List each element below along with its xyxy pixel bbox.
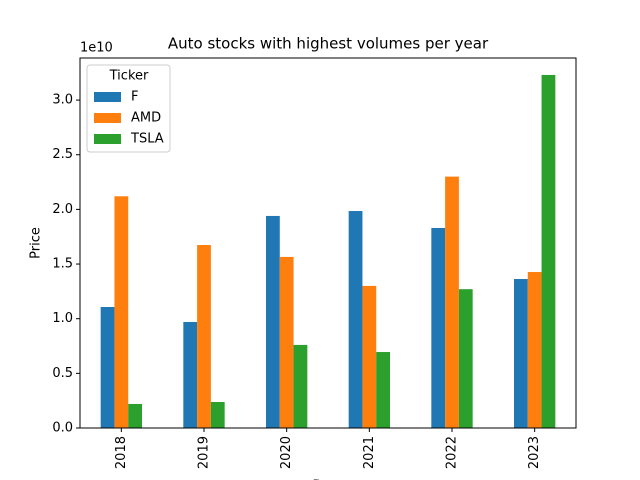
y-tick-label: 2.5 — [52, 147, 73, 162]
y-tick-label: 2.0 — [52, 202, 73, 217]
bar — [100, 306, 115, 428]
bar — [197, 245, 211, 428]
legend-label: TSLA — [130, 132, 164, 147]
legend-label: AMD — [131, 111, 161, 126]
bar — [458, 289, 473, 428]
x-tick-label: 2023 — [527, 436, 542, 469]
x-tick-label: 2021 — [362, 436, 377, 469]
bar — [293, 344, 308, 428]
legend-swatch — [94, 113, 121, 123]
y-tick-label: 0.5 — [52, 366, 73, 381]
y-offset-label: 1e10 — [80, 41, 113, 56]
legend-title: Ticker — [109, 69, 149, 84]
bar — [445, 176, 459, 428]
bar — [541, 74, 556, 429]
x-tick-label: 2018 — [114, 436, 129, 469]
y-axis-label: Price — [29, 227, 44, 259]
x-tick-label: 2019 — [197, 436, 212, 469]
y-tick-label: 1.0 — [52, 311, 73, 326]
plot-frame — [79, 57, 577, 429]
bar — [114, 196, 129, 428]
bar — [527, 272, 542, 428]
bar — [514, 279, 528, 428]
legend-label: F — [131, 90, 138, 105]
bar — [210, 401, 225, 428]
legend-swatch — [94, 134, 121, 144]
y-tick-label: 3.0 — [52, 93, 73, 108]
x-axis-label: Date — [312, 479, 343, 480]
chart-title: Auto stocks with highest volumes per yea… — [168, 35, 489, 53]
legend-swatch — [94, 92, 121, 102]
bar — [183, 321, 198, 428]
bar — [266, 215, 280, 428]
y-tick-label: 0.0 — [52, 421, 73, 436]
x-tick-label: 2022 — [445, 436, 460, 469]
bar — [279, 256, 294, 428]
x-tick-label: 2020 — [279, 436, 294, 469]
bar — [376, 352, 390, 428]
bar — [431, 227, 446, 428]
bar — [348, 211, 363, 428]
bar — [128, 403, 142, 428]
bar — [362, 285, 377, 428]
y-tick-label: 1.5 — [52, 257, 73, 272]
legend-box — [86, 64, 171, 153]
